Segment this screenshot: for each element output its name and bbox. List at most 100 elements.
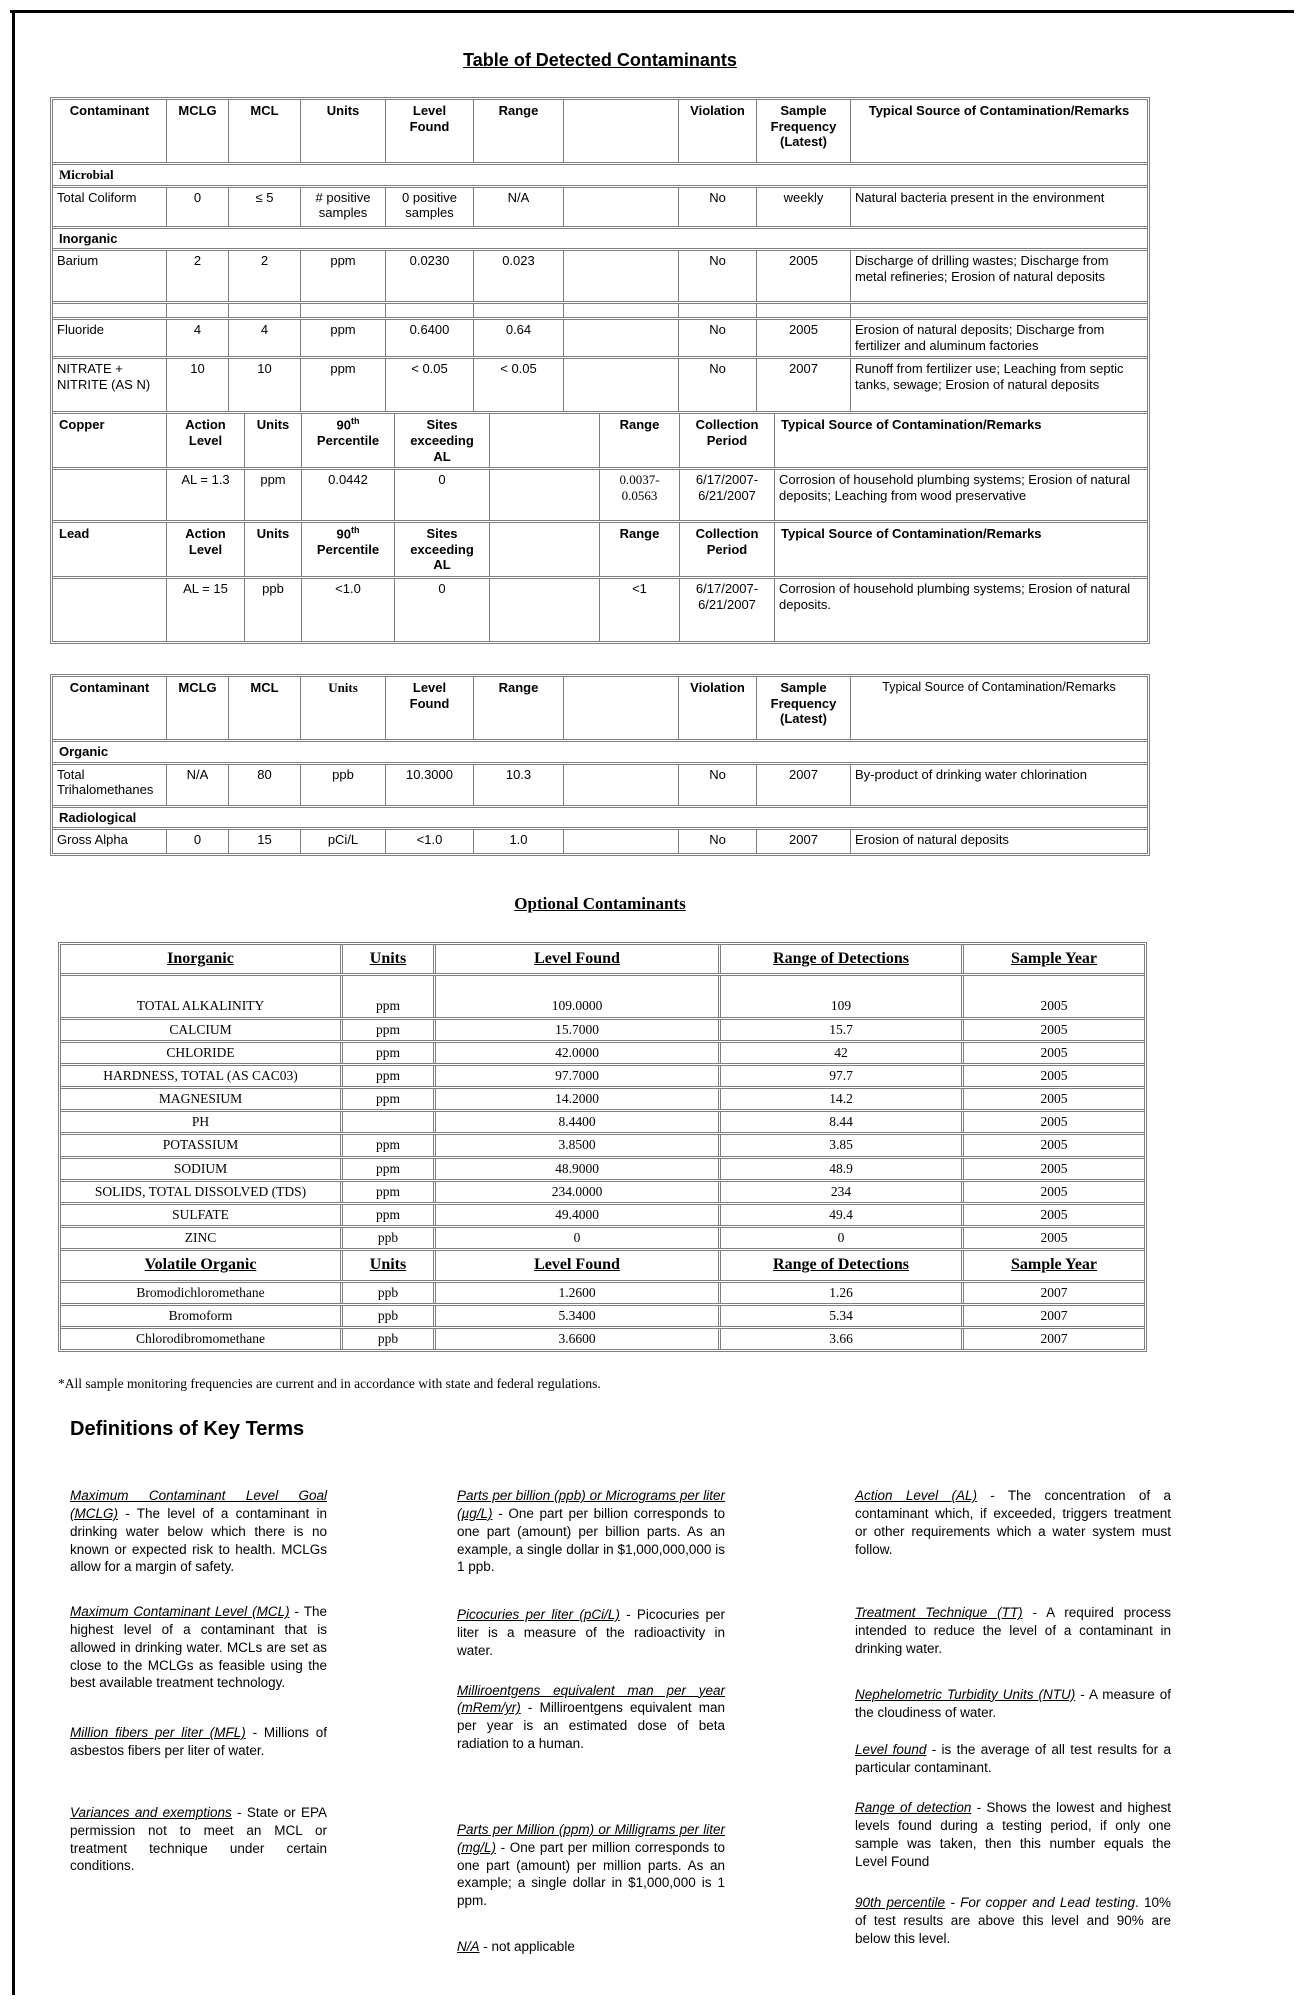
cell: 49.4 [718, 1205, 961, 1226]
header-cell: Sample Frequency (Latest) [756, 676, 850, 739]
header-cell: MCLG [166, 676, 228, 739]
cell: 6/17/2007-6/21/2007 [679, 470, 774, 521]
cell: ZINC [184, 1230, 217, 1246]
definition-italic: - For copper and Lead testing [945, 1895, 1135, 1911]
definition-text: - One part per million corresponds to on… [457, 1839, 725, 1909]
empty-cell [385, 304, 473, 318]
cell: HARDNESS, TOTAL (AS CAC03) [103, 1067, 298, 1083]
definition: Maximum Contaminant Level (MCL) - The hi… [70, 1603, 327, 1692]
header-cell: Level Found [385, 676, 473, 739]
empty-cell [563, 251, 678, 302]
definition-text: - A measure of the cloudiness of water. [855, 1686, 1171, 1720]
definition-term: 90th percentile [855, 1895, 946, 1911]
cell: MAGNESIUM [158, 1091, 243, 1107]
definition-term: Level found [855, 1742, 927, 1758]
table-row: CHLORIDE ppm 42.0000 42 2005 [61, 1039, 1144, 1063]
header-cell: Level Found [433, 945, 718, 974]
cell: 2 [166, 251, 228, 302]
cell: 42 [718, 1042, 961, 1063]
empty-cell [563, 100, 678, 162]
cell: 4 [166, 320, 228, 357]
definition-text: - One part per billion corresponds to on… [457, 1505, 725, 1575]
cell: No [678, 320, 756, 357]
definition: Range of detection - Shows the lowest an… [855, 1799, 1171, 1870]
cell: 234 [718, 1181, 961, 1202]
cell: ppb [340, 1228, 433, 1249]
header-cell: Sites exceeding AL [394, 414, 489, 468]
definition: N/A - not applicable [457, 1938, 725, 1956]
definition-term: Maximum Contaminant Level (MCL) [70, 1604, 290, 1620]
cell: ppm [300, 359, 385, 412]
table-row-barium: Barium 2 2 ppm 0.0230 0.023 No 2005 Disc… [53, 248, 1147, 302]
cell: 2005 [756, 320, 850, 357]
cell: 3.8500 [433, 1135, 718, 1156]
cell: 97.7000 [433, 1065, 718, 1087]
empty-cell [53, 579, 166, 641]
cell: 2007 [756, 764, 850, 805]
cell: 0 [433, 1228, 718, 1249]
definition-text: - Shows the lowest and highest levels fo… [855, 1800, 1172, 1869]
table-header-row: Contaminant MCLG MCL Units Level Found R… [53, 100, 1147, 162]
cell: 15 [228, 830, 300, 854]
empty-cell [678, 304, 756, 318]
cell: 0.6400 [385, 320, 473, 357]
definition: Maximum Contaminant Level Goal (MCLG) - … [70, 1487, 327, 1576]
cell: ppb [244, 578, 301, 641]
definition-text: - not applicable [479, 1938, 575, 1954]
definition: Nephelometric Turbidity Units (NTU) - A … [855, 1686, 1171, 1722]
cell: 2005 [961, 1019, 1144, 1040]
table-row: TOTAL ALKALINITY ppm 109.0000 109 2005 [61, 973, 1144, 1017]
table-row: Chlorodibromomethane ppb 3.6600 3.66 200… [61, 1325, 1144, 1350]
cell: 2005 [961, 1158, 1144, 1179]
table-row: ZINC ppb 0 0 2005 [61, 1225, 1144, 1249]
detected-contaminants-table: Contaminant MCLG MCL Units Level Found R… [50, 97, 1150, 644]
empty-cell [489, 523, 599, 576]
table-row: SOLIDS, TOTAL DISSOLVED (TDS) ppm 234.00… [61, 1178, 1144, 1202]
cell: ppm [340, 1042, 433, 1063]
volatile-organic-header-row: Volatile Organic Units Level Found Range… [61, 1248, 1144, 1280]
cell: 2007 [756, 830, 850, 854]
section-label: Inorganic [59, 230, 118, 246]
cell: Total Trihalomethanes [57, 766, 154, 798]
cell: 2005 [961, 1089, 1144, 1110]
header-cell: Copper [59, 417, 105, 433]
table-row-trihalomethanes: Total Trihalomethanes N/A 80 ppb 10.3000… [53, 761, 1147, 805]
definition: Million fibers per liter (MFL) - Million… [70, 1724, 327, 1760]
cell: NITRATE + NITRITE (AS N) [57, 361, 151, 392]
cell: No [678, 764, 756, 805]
empty-cell [563, 830, 678, 854]
cell: 42.0000 [433, 1042, 718, 1063]
header-cell: MCL [228, 676, 300, 739]
cell: 5.34 [718, 1305, 961, 1326]
header-cell: Range of Detections [718, 945, 961, 974]
cell: No [678, 830, 756, 854]
header-cell: Units [340, 1251, 433, 1280]
header-cell: Range [599, 523, 679, 576]
lead-data-row: AL = 15 ppb <1.0 0 <1 6/17/2007-6/21/200… [53, 575, 1147, 641]
cell: 8.4400 [433, 1112, 718, 1133]
definition: Variances and exemptions - State or EPA … [70, 1804, 327, 1875]
copper-data-row: AL = 1.3 ppm 0.0442 0 0.0037-0.0563 6/17… [53, 467, 1147, 521]
definition-text: - is the average of all test results for… [855, 1742, 1171, 1776]
definition: Level found - is the average of all test… [855, 1741, 1171, 1777]
cell: No [678, 187, 756, 226]
cell: 15.7000 [433, 1019, 718, 1040]
cell: 10 [166, 359, 228, 412]
empty-cell [473, 304, 563, 318]
header-cell: Units [340, 945, 433, 974]
cell: 0 positive samples [385, 187, 473, 226]
section-label: Organic [59, 743, 109, 759]
definition: Treatment Technique (TT) - A required pr… [855, 1604, 1171, 1657]
cell: 2005 [961, 1112, 1144, 1133]
cell: 1.0 [473, 830, 563, 854]
cell: ppm [340, 1135, 433, 1156]
cell: ppm [340, 1181, 433, 1202]
definition: Parts per Million (ppm) or Milligrams pe… [457, 1821, 725, 1910]
cell: ≤ 5 [228, 187, 300, 226]
cell: Corrosion of household plumbing systems;… [774, 470, 1147, 521]
definition: 90th percentile - For copper and Lead te… [855, 1894, 1171, 1947]
cell: 10.3 [473, 764, 563, 805]
table-row-nitrate-nitrite: NITRATE + NITRITE (AS N) 10 10 ppm < 0.0… [53, 356, 1147, 412]
cell: ppb [340, 1305, 433, 1326]
cell: 15.7 [718, 1019, 961, 1040]
